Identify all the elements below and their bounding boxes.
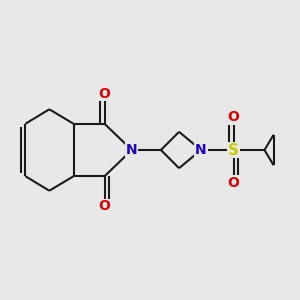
Text: N: N <box>195 143 207 157</box>
Text: S: S <box>228 142 239 158</box>
Text: N: N <box>126 143 138 157</box>
Text: O: O <box>99 87 110 101</box>
Text: O: O <box>99 199 110 213</box>
Text: O: O <box>228 110 239 124</box>
Text: O: O <box>228 176 239 190</box>
